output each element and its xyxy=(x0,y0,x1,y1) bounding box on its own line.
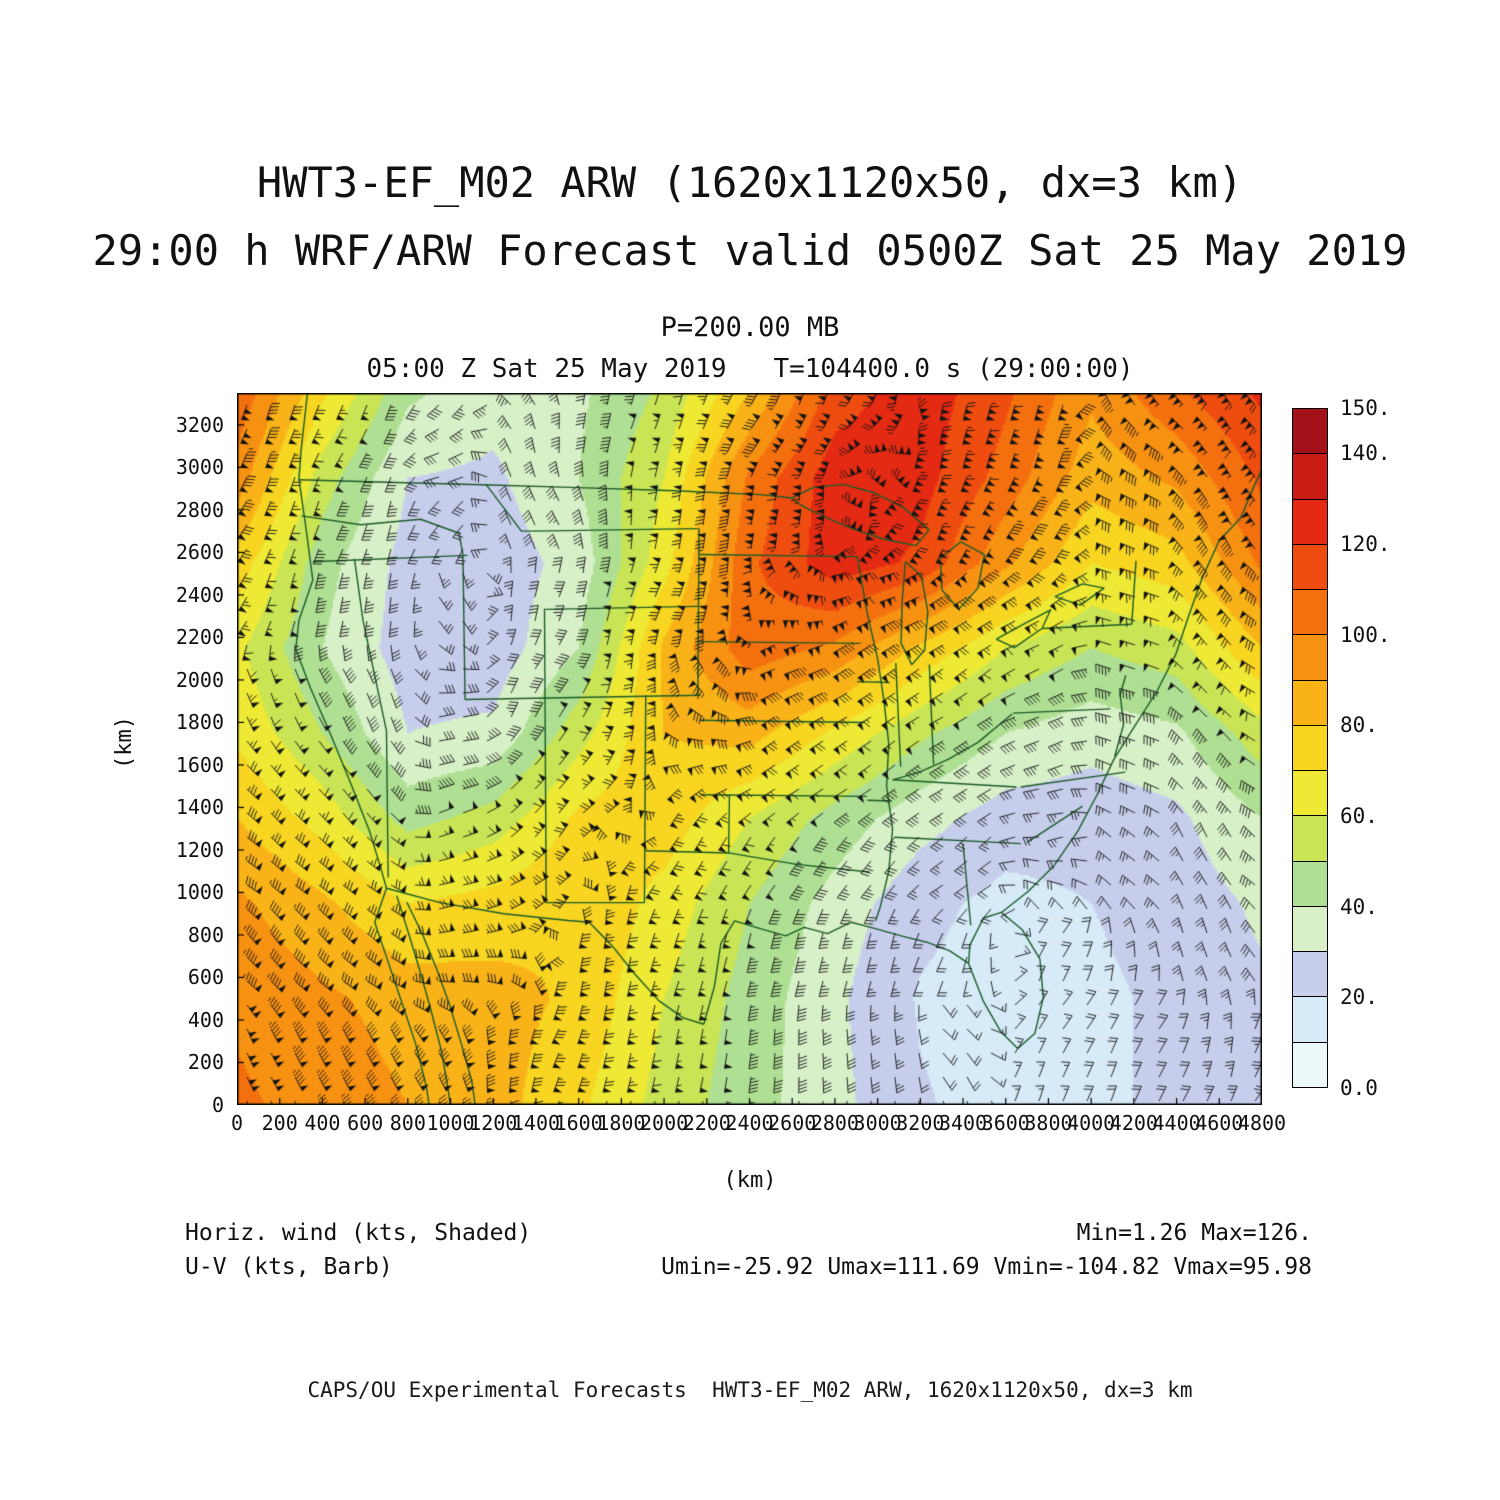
x-tick-label: 200 xyxy=(261,1111,298,1135)
wind-field-map-canvas xyxy=(237,393,1262,1105)
colorbar-cell xyxy=(1292,679,1328,726)
figure-title-line1: HWT3-EF_M02 ARW (1620x1120x50, dx=3 km) xyxy=(256,158,1244,207)
y-tick-label: 2600 xyxy=(175,540,224,565)
x-tick-label: 2800 xyxy=(810,1111,859,1135)
x-tick-label: 1400 xyxy=(511,1111,561,1135)
y-tick-label: 1800 xyxy=(175,710,224,735)
figure-title-line2: 29:00 h WRF/ARW Forecast valid 0500Z Sat… xyxy=(92,226,1408,275)
x-tick-label: 800 xyxy=(389,1111,426,1135)
uv-minmax-label: Umin=-25.92 Umax=111.69 Vmin=-104.82 Vma… xyxy=(661,1254,1312,1280)
y-tick-label: 2000 xyxy=(175,667,224,692)
x-tick-label: 1200 xyxy=(469,1111,518,1135)
x-tick-label: 4800 xyxy=(1237,1111,1287,1135)
x-tick-label: 3600 xyxy=(981,1111,1030,1135)
y-tick-label: 600 xyxy=(187,965,224,990)
x-tick-label: 600 xyxy=(347,1111,384,1135)
barb-field-label: U-V (kts, Barb) xyxy=(185,1254,393,1280)
x-tick-label: 400 xyxy=(304,1111,341,1135)
x-tick-label: 4600 xyxy=(1195,1111,1244,1135)
y-tick-label: 2200 xyxy=(175,625,224,650)
colorbar-tick-label: 0.0 xyxy=(1340,1076,1378,1100)
colorbar-cell xyxy=(1292,543,1328,591)
pressure-level-label: P=200.00 MB xyxy=(660,312,840,343)
colorbar-cell xyxy=(1292,951,1328,998)
x-tick-label: 0 xyxy=(230,1111,244,1135)
colorbar-tick-label: 60. xyxy=(1340,804,1378,828)
colorbar-cell xyxy=(1292,634,1328,681)
x-tick-label: 4400 xyxy=(1152,1111,1201,1135)
colorbar-tick-label: 20. xyxy=(1340,985,1378,1010)
y-tick-label: 2400 xyxy=(175,582,224,607)
x-tick-label: 1600 xyxy=(554,1111,603,1135)
y-tick-label: 2800 xyxy=(175,497,224,522)
shaded-field-label: Horiz. wind (kts, Shaded) xyxy=(185,1220,532,1246)
x-tick-label: 4200 xyxy=(1109,1111,1158,1135)
colorbar-cell xyxy=(1292,498,1328,545)
colorbar-cell xyxy=(1292,724,1328,772)
x-tick-label: 3200 xyxy=(896,1111,945,1135)
colorbar-tick-label: 140. xyxy=(1340,441,1391,466)
x-tick-label: 2200 xyxy=(682,1111,731,1135)
x-tick-label: 3000 xyxy=(853,1111,902,1135)
colorbar-cell xyxy=(1292,408,1328,455)
y-tick-label: 3200 xyxy=(175,412,224,437)
x-tick-label: 3400 xyxy=(938,1111,988,1135)
credit-line: CAPS/OU Experimental Forecasts HWT3-EF_M… xyxy=(307,1378,1193,1402)
y-tick-label: 1400 xyxy=(175,795,224,820)
colorbar-cell xyxy=(1292,996,1328,1043)
y-tick-label: 400 xyxy=(187,1007,224,1032)
colorbar-cell xyxy=(1292,770,1328,817)
x-axis-label: (km) xyxy=(723,1168,777,1193)
x-tick-label: 2000 xyxy=(639,1111,689,1135)
x-tick-label: 2400 xyxy=(725,1111,774,1135)
colorbar-tick-label: 80. xyxy=(1340,713,1378,738)
colorbar-cell xyxy=(1292,453,1328,500)
colorbar xyxy=(1292,408,1328,1088)
y-tick-label: 1600 xyxy=(175,752,224,777)
colorbar-cell xyxy=(1292,905,1328,953)
y-tick-label: 800 xyxy=(187,922,224,947)
y-tick-label: 3000 xyxy=(175,455,224,480)
y-tick-label: 200 xyxy=(187,1050,224,1075)
colorbar-tick-label: 40. xyxy=(1340,894,1378,919)
colorbar-cell xyxy=(1292,860,1328,907)
x-tick-label: 1800 xyxy=(597,1111,646,1135)
x-tick-label: 4000 xyxy=(1067,1111,1116,1135)
x-tick-label: 2600 xyxy=(768,1111,817,1135)
x-tick-label: 1000 xyxy=(426,1111,475,1135)
colorbar-tick-label: 100. xyxy=(1340,622,1391,647)
colorbar-cell xyxy=(1292,589,1328,636)
y-tick-label: 0 xyxy=(211,1093,224,1117)
y-tick-label: 1200 xyxy=(175,837,224,862)
colorbar-tick-label: 150. xyxy=(1340,396,1391,420)
colorbar-tick-label: 120. xyxy=(1340,532,1391,556)
colorbar-cell xyxy=(1292,1041,1328,1088)
field-minmax-label: Min=1.26 Max=126. xyxy=(1076,1220,1312,1246)
x-tick-label: 3800 xyxy=(1024,1111,1073,1135)
valid-time-label: 05:00 Z Sat 25 May 2019 T=104400.0 s (29… xyxy=(366,354,1134,384)
y-tick-label: 1000 xyxy=(175,880,224,905)
colorbar-cell xyxy=(1292,815,1328,862)
